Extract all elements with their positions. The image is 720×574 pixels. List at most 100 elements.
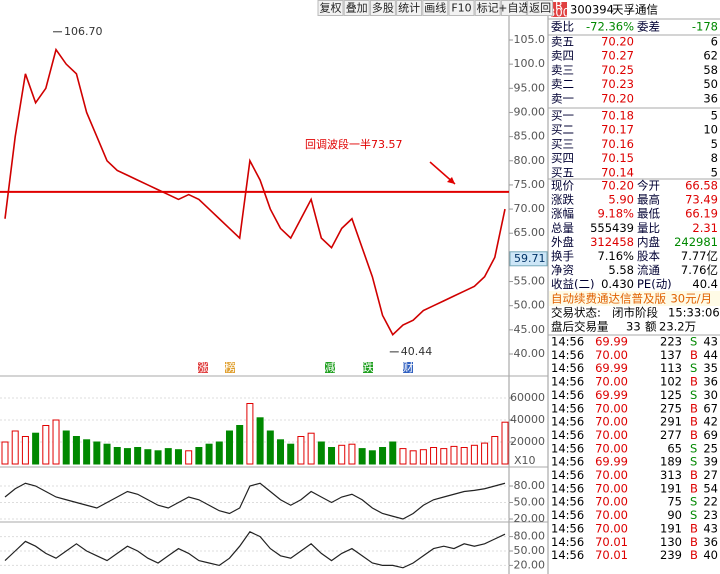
trade-count: 35 <box>703 361 718 375</box>
stock-name: 天孚通信 <box>612 3 658 17</box>
toolbar-label[interactable]: 叠加 <box>346 2 368 15</box>
trade-price: 70.00 <box>595 441 628 455</box>
badge-bottom: 300 <box>548 6 570 20</box>
trade-price: 69.99 <box>595 388 628 402</box>
trade-side: S <box>690 508 697 522</box>
trade-volume: 102 <box>660 375 682 389</box>
toolbar-button[interactable] <box>527 0 554 16</box>
toolbar-button[interactable] <box>500 0 527 16</box>
toolbar-button[interactable] <box>474 0 501 16</box>
toolbar-button[interactable] <box>422 0 449 16</box>
event-icon <box>225 362 235 373</box>
book-price: 70.20 <box>601 91 634 105</box>
trade-count: 36 <box>703 375 718 389</box>
y-tick-label: 50.00 <box>514 544 546 557</box>
volume-bar <box>225 430 233 465</box>
toolbar-button[interactable] <box>396 0 423 16</box>
book-label: 买二 <box>551 123 574 137</box>
toolbar-button[interactable] <box>369 0 396 16</box>
y-tick-label: 80.00 <box>514 530 546 543</box>
event-label: 跌 <box>363 360 374 374</box>
trade-count: 69 <box>703 428 718 442</box>
quote-label: 外盘 <box>551 235 574 249</box>
trade-count: 40 <box>703 548 718 562</box>
book-price: 70.23 <box>601 77 634 91</box>
trade-price: 70.00 <box>595 375 628 389</box>
trade-side: B <box>690 521 698 535</box>
price-marker-label: 59.71 <box>514 252 546 265</box>
status-phase: 闭市阶段 <box>612 306 658 320</box>
quote-label: 流通 <box>637 263 660 277</box>
volume-bar <box>338 444 346 465</box>
y-tick-label: 20.00 <box>514 512 546 525</box>
after-amount: 23.2万 <box>659 320 696 334</box>
price-line <box>4 47 506 336</box>
toolbar-label[interactable]: +自选 <box>498 2 529 15</box>
label: 委差 <box>637 20 660 34</box>
trade-count: 43 <box>703 335 718 349</box>
trade-time: 14:56 <box>551 468 584 482</box>
volume-bar <box>379 447 387 465</box>
toolbar-button[interactable] <box>317 0 344 16</box>
book-volume: 10 <box>703 123 718 137</box>
book-volume: 5 <box>711 109 718 123</box>
toolbar-label[interactable]: 返回 <box>529 2 551 15</box>
book-price: 70.20 <box>601 35 634 49</box>
quote-label: 最低 <box>637 207 660 221</box>
toolbar-label[interactable]: F10 <box>451 2 471 15</box>
book-volume: 8 <box>711 151 718 165</box>
y-tick-label: 55.00 <box>514 275 546 288</box>
quote-label: 今开 <box>637 179 660 193</box>
trade-side: B <box>690 535 698 549</box>
event-icon <box>363 362 373 373</box>
banner-bg[interactable] <box>549 291 720 306</box>
quote-label: 涨跌 <box>551 193 574 207</box>
banner-price[interactable]: 30元/月 <box>670 292 712 306</box>
trade-price: 69.99 <box>595 455 628 469</box>
volume-bar <box>430 447 438 465</box>
toolbar-button[interactable] <box>448 0 475 16</box>
y-tick-label: 105.0 <box>514 33 546 46</box>
volume-bar <box>72 436 80 465</box>
trade-price: 70.00 <box>595 481 628 495</box>
book-label: 买五 <box>551 165 574 179</box>
toolbar-button[interactable] <box>343 0 370 16</box>
toolbar-label[interactable]: 画线 <box>424 1 446 15</box>
book-volume: 58 <box>703 63 718 77</box>
trade-volume: 191 <box>660 481 682 495</box>
toolbar-label[interactable]: 统计 <box>398 2 420 15</box>
trade-side: S <box>690 335 697 349</box>
volume-bar <box>123 448 131 465</box>
quote-value: 7.76亿 <box>681 263 718 277</box>
volume-bar <box>317 441 325 465</box>
quote-label: 股本 <box>637 249 660 263</box>
volume-bar <box>154 450 162 465</box>
trade-volume: 189 <box>660 455 682 469</box>
trade-count: 30 <box>703 388 718 402</box>
book-price: 70.27 <box>601 49 634 63</box>
trade-price: 70.00 <box>595 428 628 442</box>
trade-count: 43 <box>703 521 718 535</box>
toolbar-label[interactable]: 复权 <box>320 1 342 15</box>
toolbar-label[interactable]: 标记 <box>477 1 499 15</box>
volume-bar <box>21 436 29 465</box>
book-volume: 50 <box>703 77 718 91</box>
volume-bar <box>205 443 213 465</box>
volume-bar <box>185 450 193 465</box>
volume-bar <box>144 449 152 465</box>
banner-text[interactable]: 自动续费通达信普及版 <box>551 292 666 306</box>
quote-label: 总量 <box>551 221 574 235</box>
trade-price: 70.00 <box>595 468 628 482</box>
volume-bar <box>164 448 172 465</box>
toolbar-label[interactable]: 多股 <box>372 1 394 15</box>
quote-value: 9.18% <box>597 207 634 221</box>
book-label: 卖三 <box>551 63 574 77</box>
y-tick-label: 80.00 <box>514 479 546 492</box>
quote-value: 7.77亿 <box>681 249 718 263</box>
book-price: 70.25 <box>601 63 634 77</box>
book-price: 70.15 <box>601 151 634 165</box>
book-price: 70.18 <box>601 109 634 123</box>
volume-bar <box>399 448 407 465</box>
